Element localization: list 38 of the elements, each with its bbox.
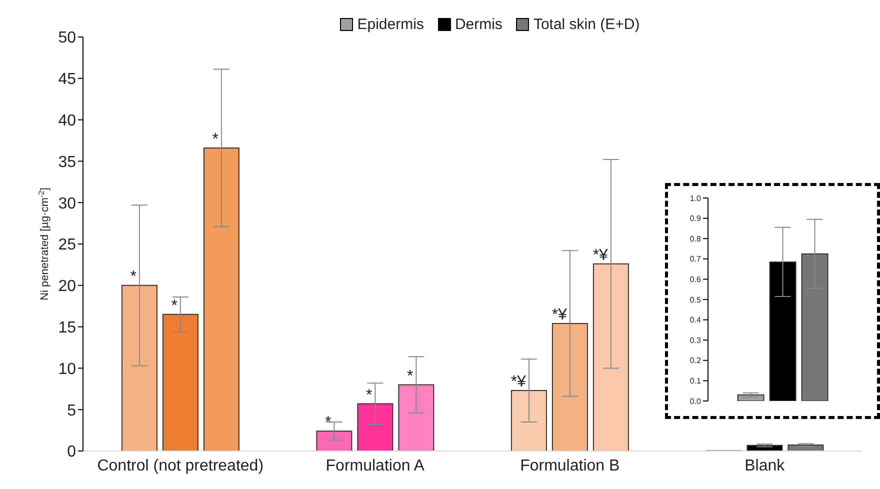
y-tick-label: 0.0 (690, 396, 702, 406)
x-tick-label: Control (not pretreated) (97, 457, 264, 474)
legend-label: Total skin (E+D) (532, 16, 640, 33)
data-label: * (212, 130, 218, 148)
y-tick-label: 15 (58, 319, 76, 336)
data-label: *¥ (592, 246, 608, 264)
y-tick-label: 40 (58, 112, 76, 130)
y-tick-label: 50 (58, 30, 76, 47)
y-tick-label: 45 (58, 71, 76, 88)
y-tick-label: 0.6 (690, 275, 702, 284)
y-tick-label: 0 (67, 444, 76, 461)
y-tick-label: 0.7 (690, 254, 702, 264)
data-label: * (406, 368, 414, 385)
y-tick-label: 0.4 (690, 316, 702, 325)
x-tick-label: Blank (744, 457, 786, 474)
data-label: * (324, 414, 332, 432)
y-tick-label: 0.9 (690, 214, 702, 224)
data-label: * (130, 268, 136, 286)
y-tick-label: 0.1 (690, 376, 702, 386)
y-tick-label: 10 (58, 360, 76, 378)
data-label: *¥ (510, 374, 526, 391)
data-label: *¥ (552, 306, 568, 324)
data-label: * (171, 297, 178, 314)
x-tick-label: Formulation B (520, 457, 620, 474)
legend-label: Dermis (454, 16, 502, 33)
y-tick-label: 1.0 (690, 194, 702, 203)
x-tick-label: Formulation A (326, 457, 425, 474)
data-label: * (366, 386, 372, 404)
legend-label: Epidermis (356, 16, 424, 33)
y-tick-label: 30 (58, 195, 76, 212)
y-tick-label: 5 (67, 402, 76, 420)
y-tick-label: 0.3 (690, 336, 702, 345)
y-tick-label: 0.8 (690, 234, 702, 244)
y-tick-label: 25 (58, 236, 76, 254)
y-tick-label: 35 (58, 154, 76, 171)
y-tick-label: 20 (58, 278, 76, 296)
y-tick-label: 0.2 (690, 356, 702, 366)
y-tick-label: 0.5 (690, 295, 702, 304)
